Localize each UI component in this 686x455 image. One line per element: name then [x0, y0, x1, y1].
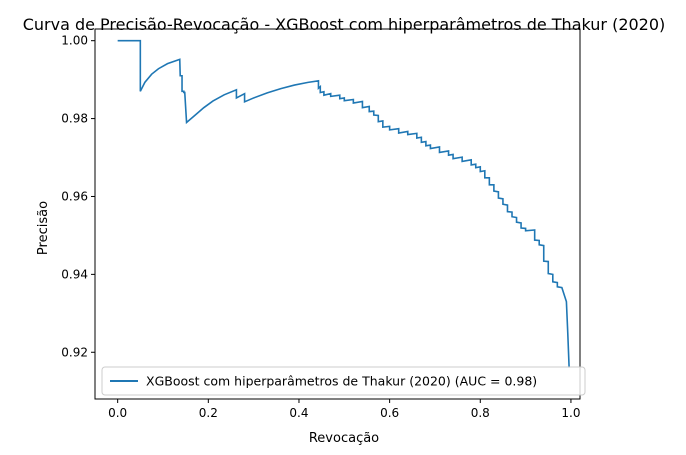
y-tick-label: 0.92	[61, 345, 88, 359]
y-tick-label: 0.94	[61, 267, 88, 281]
legend-box	[101, 366, 586, 396]
x-tick-label: 0.0	[108, 406, 127, 420]
y-axis-label: Precisão	[36, 201, 51, 255]
plot-frame	[94, 28, 581, 400]
x-tick-label: 0.2	[199, 406, 218, 420]
legend: XGBoost com hiperparâmetros de Thakur (2…	[101, 366, 586, 396]
data-layer	[117, 39, 570, 368]
x-tick-label: 0.8	[471, 406, 490, 420]
plot-area: 0.0 0.2 0.4 0.6 0.8 1.0 0.92 0.94 0.96 0.98 1.00	[61, 28, 581, 420]
y-tick-label: 0.98	[61, 112, 88, 126]
series-line-0	[117, 39, 570, 368]
x-tick-label: 1.0	[561, 406, 580, 420]
y-axis-ticks: 0.92 0.94 0.96 0.98 1.00	[61, 34, 95, 359]
x-axis-ticks: 0.0 0.2 0.4 0.6 0.8 1.0	[108, 399, 580, 420]
legend-label: XGBoost com hiperparâmetros de Thakur (2…	[146, 374, 537, 389]
chart-title: Curva de Precisão-Revocação - XGBoost co…	[23, 15, 666, 34]
y-tick-label: 1.00	[61, 34, 88, 48]
x-axis-label: Revocação	[309, 431, 379, 446]
y-tick-label: 0.96	[61, 189, 88, 203]
x-tick-label: 0.6	[380, 406, 399, 420]
x-tick-label: 0.4	[289, 406, 308, 420]
